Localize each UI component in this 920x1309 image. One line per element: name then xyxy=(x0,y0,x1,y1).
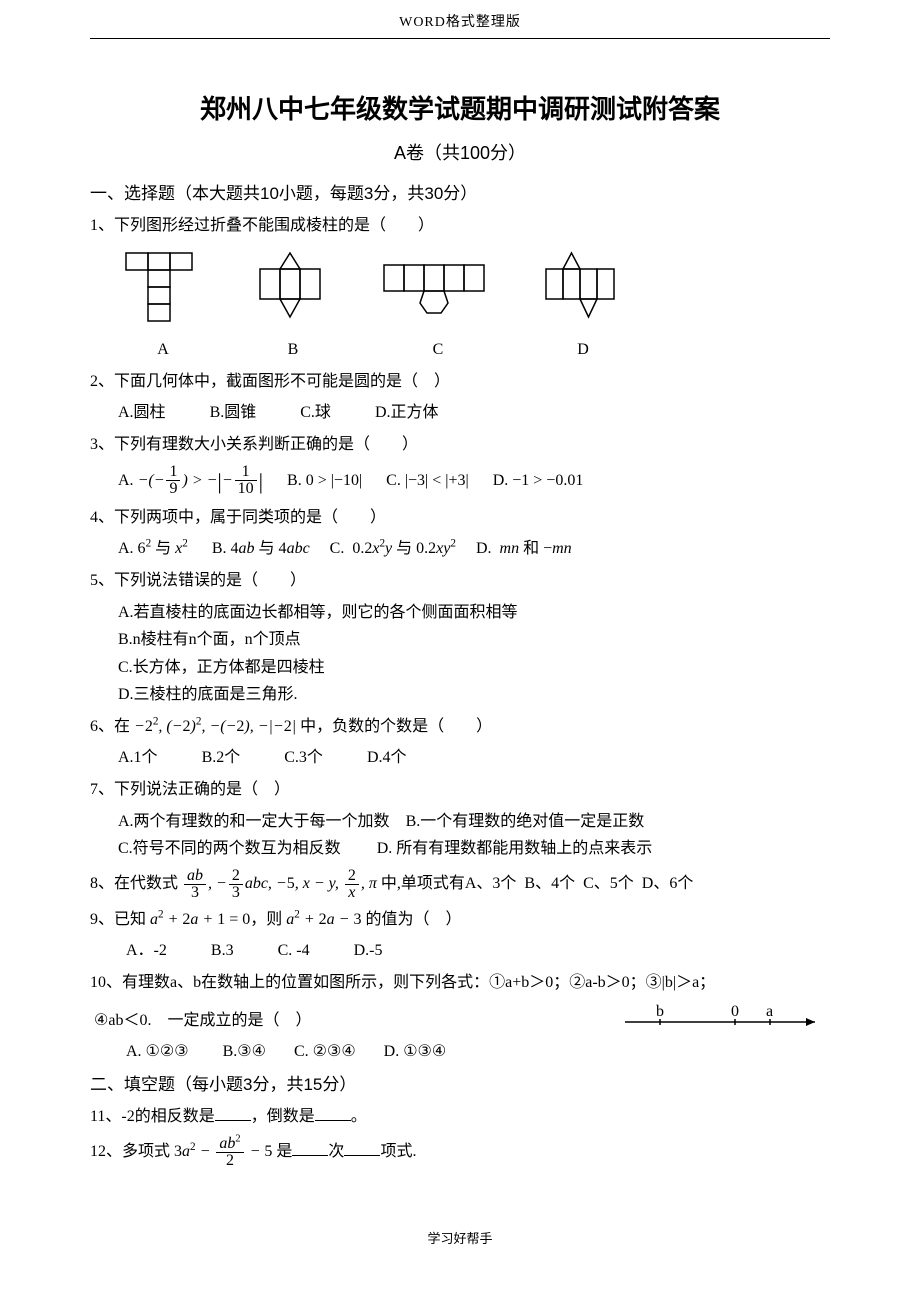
q5-opt-a: A.若直棱柱的底面边长都相等，则它的各个侧面面积相等 xyxy=(118,600,830,626)
question-4-options: A. 62 与 x2 B. 4ab 与 4abc C. 0.2x2y 与 0.2… xyxy=(118,536,830,562)
q9-opt-d: D.-5 xyxy=(354,942,383,959)
document-subtitle: A卷（共100分） xyxy=(90,139,830,168)
q6-opt-c: C.3个 xyxy=(284,749,323,766)
net-label-d: D xyxy=(538,337,628,363)
net-figure-d xyxy=(538,247,628,327)
number-line-figure: b 0 a xyxy=(620,1002,830,1047)
q7-opts-line1: A.两个有理数的和一定大于每一个加数 B.一个有理数的绝对值一定是正数 xyxy=(118,809,830,835)
net-figure-a xyxy=(118,247,208,327)
question-1-figures: A B C xyxy=(118,247,830,363)
svg-text:0: 0 xyxy=(731,1003,739,1020)
question-9-options: A．-2 B.3 C. -4 D.-5 xyxy=(118,938,830,964)
svg-text:b: b xyxy=(656,1003,664,1020)
question-8: 8、在代数式 ab3, −23abc, −5, x − y, 2x, π 中,单… xyxy=(90,868,830,901)
question-4: 4、下列两项中，属于同类项的是（ ） xyxy=(90,505,830,531)
q7-opt-a: A.两个有理数的和一定大于每一个加数 xyxy=(118,813,390,830)
q7-opt-c: C.符号不同的两个数互为相反数 xyxy=(118,840,341,857)
question-6-options: A.1个 B.2个 C.3个 D.4个 xyxy=(118,745,830,771)
q5-opt-b: B.n棱柱有n个面，n个顶点 xyxy=(118,627,830,653)
question-10-options: A. ①②③ B.③④ C. ②③④ D. ①③④ xyxy=(118,1039,620,1065)
q9-opt-b: B.3 xyxy=(211,942,234,959)
question-3-options: A. −(−19) > −|−110| B. 0 > |−10| C. |−3|… xyxy=(118,464,830,499)
q2-opt-a: A.圆柱 xyxy=(118,404,166,421)
q7-opts-line2: C.符号不同的两个数互为相反数 D. 所有有理数都能用数轴上的点来表示 xyxy=(118,836,830,862)
net-figure-b xyxy=(248,247,338,327)
q5-opt-c: C.长方体，正方体都是四棱柱 xyxy=(118,655,830,681)
document-title: 郑州八中七年级数学试题期中调研测试附答案 xyxy=(90,89,830,131)
q9-opt-a: A．-2 xyxy=(126,942,167,959)
question-10-line2: ④ab＜0. 一定成立的是（ ） xyxy=(94,1008,620,1034)
q10-opt-d: D. ①③④ xyxy=(384,1043,447,1060)
q9-opt-c: C. -4 xyxy=(278,942,310,959)
q10-opt-c: C. ②③④ xyxy=(294,1043,356,1060)
svg-text:a: a xyxy=(766,1003,773,1020)
net-label-b: B xyxy=(248,337,338,363)
q10-opt-b: B.③④ xyxy=(223,1043,266,1060)
question-7: 7、下列说法正确的是（ ） xyxy=(90,777,830,803)
question-10-line1: 10、有理数a、b在数轴上的位置如图所示，则下列各式：①a+b＞0；②a-b＞0… xyxy=(90,970,830,996)
question-2-options: A.圆柱 B.圆锥 C.球 D.正方体 xyxy=(118,400,830,426)
net-figure-c xyxy=(378,247,498,327)
section-1-header: 一、选择题（本大题共10小题，每题3分，共30分） xyxy=(90,180,830,207)
q2-opt-b: B.圆锥 xyxy=(210,404,257,421)
question-12: 12、多项式 3a2 − ab22 − 5 是次项式. xyxy=(90,1136,830,1169)
q5-opt-d: D.三棱柱的底面是三角形. xyxy=(118,682,830,708)
question-3: 3、下列有理数大小关系判断正确的是（ ） xyxy=(90,432,830,458)
page-header: WORD格式整理版 xyxy=(90,0,830,39)
q6-opt-a: A.1个 xyxy=(118,749,158,766)
question-6: 6、在 −22, (−2)2, −(−2), −|−2| 中，负数的个数是（ ） xyxy=(90,714,830,740)
q2-opt-c: C.球 xyxy=(300,404,331,421)
q2-opt-d: D.正方体 xyxy=(375,404,439,421)
question-11: 11、-2的相反数是，倒数是。 xyxy=(90,1104,830,1130)
net-label-c: C xyxy=(378,337,498,363)
q7-opt-b: B.一个有理数的绝对值一定是正数 xyxy=(406,813,645,830)
page-footer: 学习好帮手 xyxy=(90,1229,830,1250)
question-2: 2、下面几何体中，截面图形不可能是圆的是（ ） xyxy=(90,369,830,395)
q6-opt-b: B.2个 xyxy=(202,749,241,766)
q10-opt-a: A. ①②③ xyxy=(126,1043,189,1060)
section-2-header: 二、填空题（每小题3分，共15分） xyxy=(90,1071,830,1098)
question-1: 1、下列图形经过折叠不能围成棱柱的是（ ） xyxy=(90,213,830,239)
question-5: 5、下列说法错误的是（ ） xyxy=(90,568,830,594)
q7-opt-d: D. 所有有理数都能用数轴上的点来表示 xyxy=(377,840,653,857)
net-label-a: A xyxy=(118,337,208,363)
q6-opt-d: D.4个 xyxy=(367,749,407,766)
question-9: 9、已知 a2 + 2a + 1 = 0，则 a2 + 2a − 3 的值为（ … xyxy=(90,907,830,933)
